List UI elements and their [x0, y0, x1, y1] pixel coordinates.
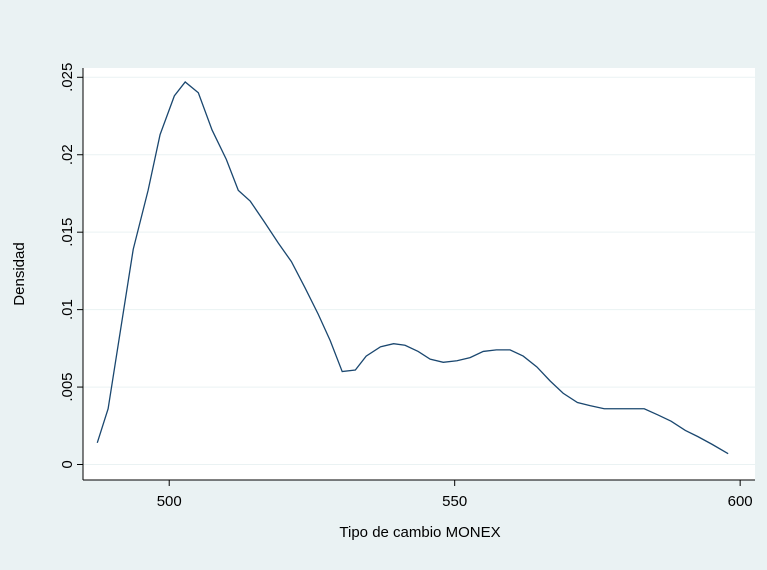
y-tick-label: .02 — [59, 144, 76, 165]
y-tick-label: .025 — [59, 63, 76, 92]
density-line — [96, 81, 729, 455]
plot-area — [83, 68, 755, 480]
y-tick-label: .015 — [59, 218, 76, 247]
y-axis-title: Densidad — [11, 242, 28, 305]
x-tick-label: 600 — [728, 493, 753, 510]
x-tick-label: 550 — [442, 493, 467, 510]
y-tick-label: .005 — [59, 372, 76, 401]
y-tick-label: .01 — [59, 299, 76, 320]
x-axis-title: Tipo de cambio MONEX — [339, 524, 500, 541]
y-tick-label: 0 — [59, 460, 76, 468]
x-tick-label: 500 — [157, 493, 182, 510]
